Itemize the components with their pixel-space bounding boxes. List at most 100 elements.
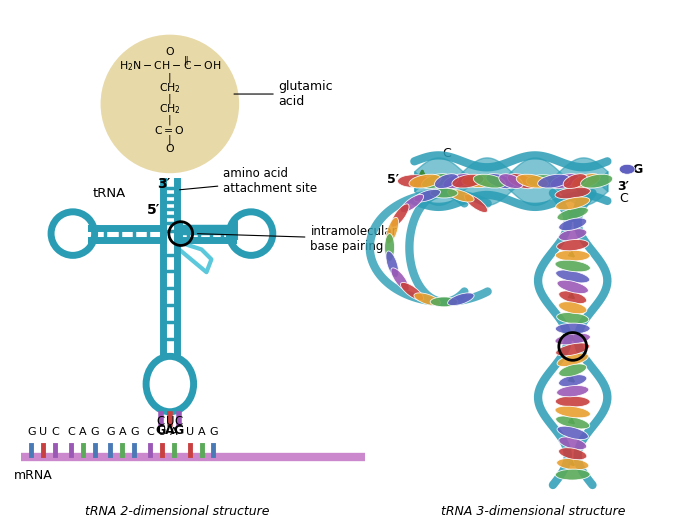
Ellipse shape — [391, 204, 409, 227]
Ellipse shape — [447, 189, 474, 202]
Text: A: A — [79, 427, 87, 437]
Ellipse shape — [563, 174, 587, 189]
Ellipse shape — [430, 188, 458, 198]
Ellipse shape — [398, 175, 431, 188]
Ellipse shape — [559, 448, 587, 460]
Text: amino acid
attachment site: amino acid attachment site — [179, 167, 317, 195]
Ellipse shape — [572, 174, 600, 189]
Text: ‖: ‖ — [183, 56, 188, 65]
Ellipse shape — [499, 174, 523, 189]
Ellipse shape — [555, 406, 590, 418]
Text: G: G — [156, 424, 166, 437]
Ellipse shape — [516, 174, 548, 188]
Ellipse shape — [555, 323, 590, 334]
Text: C: C — [51, 427, 59, 437]
Ellipse shape — [559, 291, 587, 304]
Ellipse shape — [556, 416, 589, 429]
Text: $\mathrm{CH_2}$: $\mathrm{CH_2}$ — [159, 81, 181, 95]
Ellipse shape — [555, 250, 590, 261]
Ellipse shape — [557, 353, 589, 367]
Ellipse shape — [400, 282, 424, 301]
Text: 3′: 3′ — [157, 177, 170, 191]
Text: C: C — [620, 192, 628, 205]
Ellipse shape — [526, 175, 560, 188]
Text: 5′: 5′ — [388, 173, 400, 186]
Text: intramolecular
base pairing: intramolecular base pairing — [197, 225, 397, 253]
Text: |: | — [168, 94, 172, 104]
Ellipse shape — [555, 260, 590, 272]
Text: A: A — [118, 427, 126, 437]
Ellipse shape — [557, 280, 589, 294]
Text: $\mathrm{H_2N-CH-C-OH}$: $\mathrm{H_2N-CH-C-OH}$ — [118, 59, 221, 73]
Text: C: C — [146, 427, 154, 437]
Text: G: G — [106, 427, 115, 437]
Ellipse shape — [447, 293, 474, 306]
Ellipse shape — [391, 268, 409, 291]
Ellipse shape — [400, 194, 424, 213]
Ellipse shape — [473, 174, 505, 188]
Text: glutamic
acid: glutamic acid — [234, 80, 333, 108]
Ellipse shape — [556, 385, 589, 397]
Ellipse shape — [559, 302, 587, 314]
Ellipse shape — [409, 174, 441, 188]
Text: U: U — [166, 414, 174, 427]
Text: $\mathrm{C=O}$: $\mathrm{C=O}$ — [155, 124, 186, 136]
Text: A: A — [165, 424, 175, 437]
Text: O: O — [165, 145, 174, 154]
Text: G: G — [632, 163, 643, 176]
Text: U: U — [39, 427, 47, 437]
Ellipse shape — [557, 426, 589, 439]
Ellipse shape — [557, 207, 589, 220]
Text: 5′: 5′ — [147, 203, 160, 217]
Ellipse shape — [421, 174, 450, 189]
Ellipse shape — [386, 251, 398, 278]
Ellipse shape — [414, 293, 440, 306]
Text: |: | — [168, 134, 172, 145]
Ellipse shape — [508, 174, 536, 189]
Text: C: C — [442, 147, 451, 160]
Ellipse shape — [556, 459, 589, 470]
Ellipse shape — [555, 396, 590, 407]
Text: 3′: 3′ — [617, 179, 629, 192]
Ellipse shape — [384, 233, 395, 262]
Text: U: U — [186, 427, 194, 437]
Ellipse shape — [556, 197, 589, 210]
Ellipse shape — [559, 218, 587, 231]
Ellipse shape — [538, 174, 570, 188]
Text: tRNA: tRNA — [92, 187, 126, 200]
Ellipse shape — [556, 240, 589, 251]
Text: G: G — [27, 427, 36, 437]
Ellipse shape — [559, 375, 587, 387]
Text: G: G — [90, 427, 99, 437]
Ellipse shape — [386, 217, 398, 244]
Ellipse shape — [555, 187, 590, 199]
Ellipse shape — [620, 164, 635, 174]
Ellipse shape — [443, 174, 471, 189]
Text: G: G — [130, 427, 139, 437]
Ellipse shape — [414, 189, 440, 202]
Text: C: C — [174, 414, 183, 427]
Ellipse shape — [556, 343, 589, 356]
Text: mRNA: mRNA — [13, 469, 52, 482]
Circle shape — [101, 35, 239, 173]
Ellipse shape — [462, 175, 496, 188]
Ellipse shape — [555, 469, 590, 480]
Ellipse shape — [555, 333, 590, 345]
Text: |: | — [168, 114, 172, 125]
Ellipse shape — [556, 270, 589, 283]
Text: |: | — [168, 73, 172, 83]
Ellipse shape — [559, 229, 587, 241]
Ellipse shape — [452, 174, 484, 188]
Text: U: U — [158, 427, 166, 437]
Text: C: C — [67, 427, 75, 437]
Ellipse shape — [464, 194, 488, 213]
Text: C: C — [157, 414, 165, 427]
Text: G: G — [174, 424, 184, 437]
Text: tRNA 2-dimensional structure: tRNA 2-dimensional structure — [85, 505, 269, 518]
Text: $\mathrm{CH_2}$: $\mathrm{CH_2}$ — [159, 102, 181, 116]
Text: G: G — [209, 427, 218, 437]
Ellipse shape — [556, 313, 589, 324]
Ellipse shape — [559, 437, 587, 450]
Ellipse shape — [430, 297, 458, 307]
Ellipse shape — [550, 174, 579, 189]
